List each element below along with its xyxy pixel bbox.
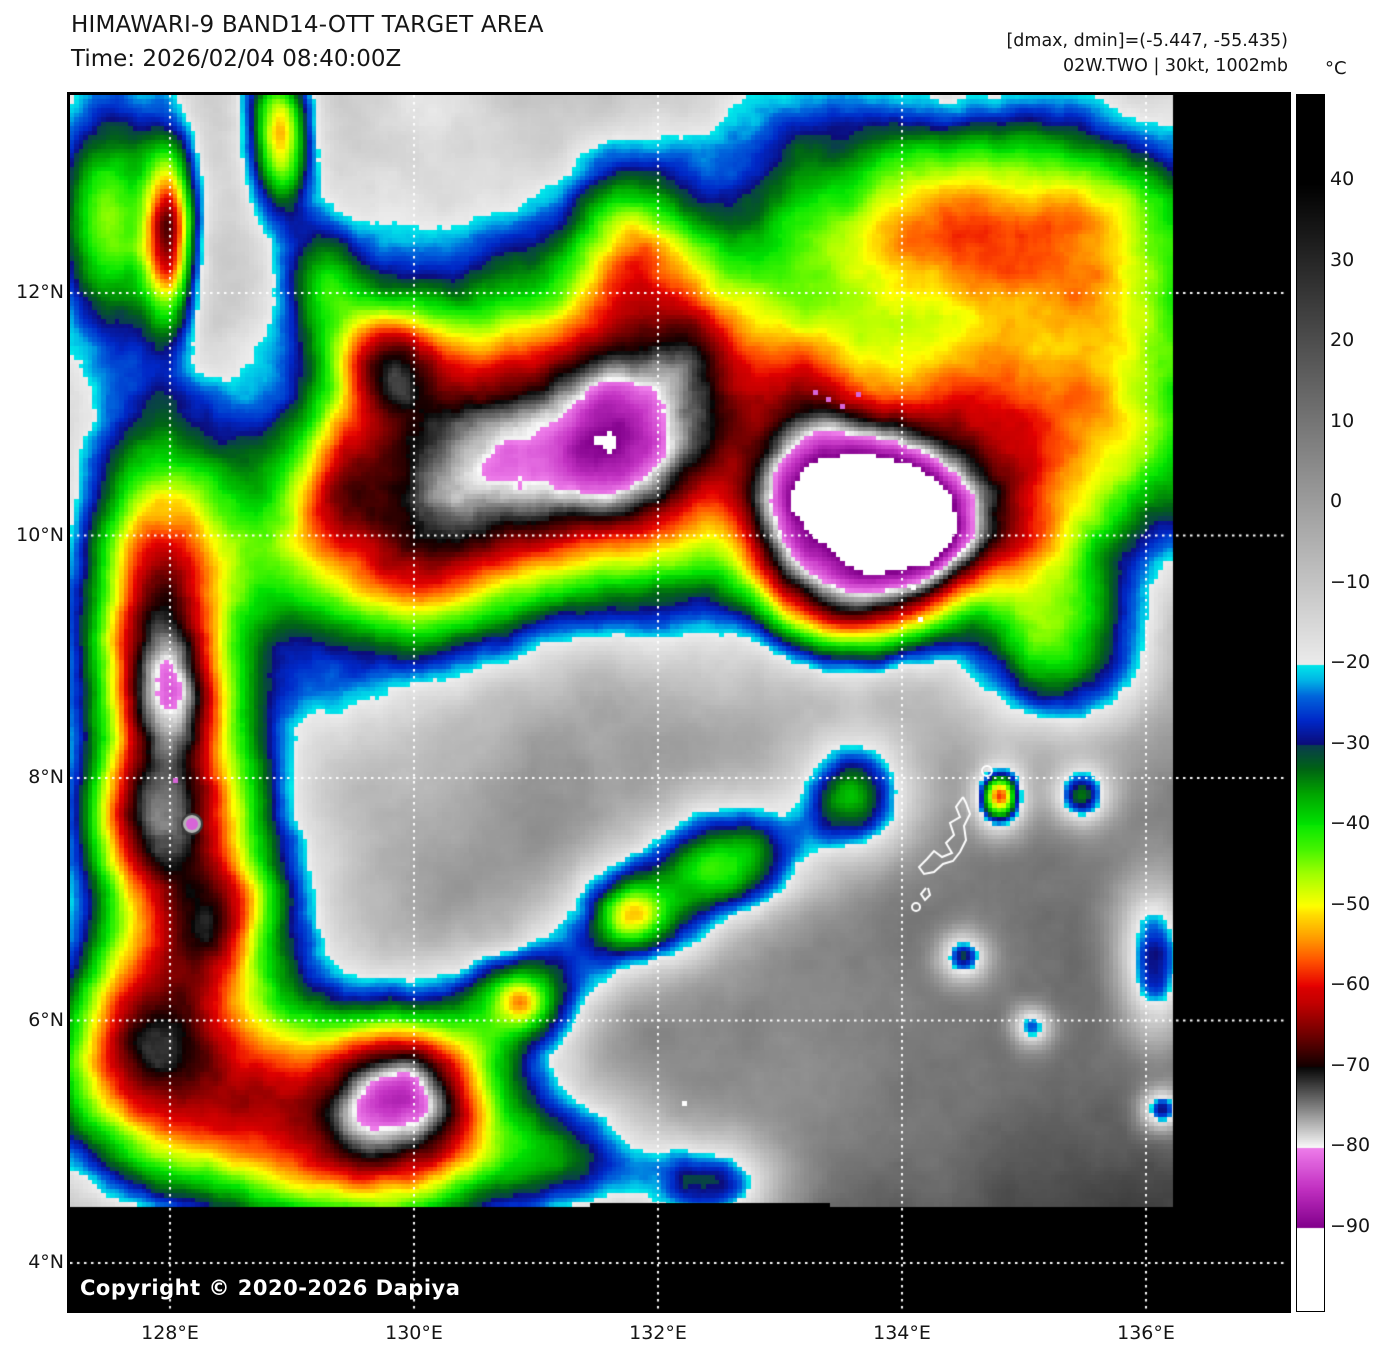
lat-tick-label: 10°N <box>16 523 64 546</box>
lat-tick-label: 8°N <box>28 766 64 788</box>
colorbar-tick-label: 40 <box>1330 168 1355 190</box>
product-title: HIMAWARI-9 BAND14-OTT TARGET AREA <box>71 12 544 38</box>
lon-tick-label: 132°E <box>629 1322 687 1344</box>
lat-tick-label: 12°N <box>16 281 64 303</box>
storm-info-readout: 02W.TWO | 30kt, 1002mb <box>1063 56 1288 76</box>
colorbar-tick-label: −20 <box>1330 651 1371 673</box>
colorbar-tick-label: 10 <box>1330 409 1355 432</box>
colorbar-tick-label: −90 <box>1330 1214 1371 1237</box>
lon-tick-label: 134°E <box>873 1322 931 1344</box>
lat-tick-label: 6°N <box>28 1008 64 1031</box>
colorbar-canvas <box>1297 95 1324 1311</box>
colorbar-tick-label: 30 <box>1330 248 1355 271</box>
colorbar-frame <box>1296 94 1325 1312</box>
colorbar-tick-label: −50 <box>1330 892 1371 915</box>
lon-tick-label: 130°E <box>385 1322 443 1344</box>
colorbar-tick-label: −80 <box>1330 1134 1371 1156</box>
colorbar-tick-label: 0 <box>1330 490 1343 512</box>
colorbar-tick-label: −70 <box>1330 1053 1371 1076</box>
lat-tick-label: 4°N <box>28 1251 64 1273</box>
copyright-watermark: Copyright © 2020-2026 Dapiya <box>80 1276 461 1300</box>
satellite-map-canvas <box>70 95 1288 1310</box>
colorbar-unit-label: °C <box>1325 58 1347 79</box>
lon-tick-label: 128°E <box>141 1322 199 1344</box>
map-frame <box>67 92 1291 1313</box>
colorbar-tick-label: 20 <box>1330 329 1355 351</box>
dmax-dmin-readout: [dmax, dmin]=(-5.447, -55.435) <box>1006 31 1288 51</box>
colorbar-tick-label: −10 <box>1330 570 1371 593</box>
lon-tick-label: 136°E <box>1117 1322 1175 1344</box>
product-time: Time: 2026/02/04 08:40:00Z <box>71 46 402 72</box>
colorbar-tick-label: −30 <box>1330 731 1371 754</box>
colorbar-tick-label: −40 <box>1330 812 1371 834</box>
colorbar-tick-label: −60 <box>1330 973 1371 995</box>
